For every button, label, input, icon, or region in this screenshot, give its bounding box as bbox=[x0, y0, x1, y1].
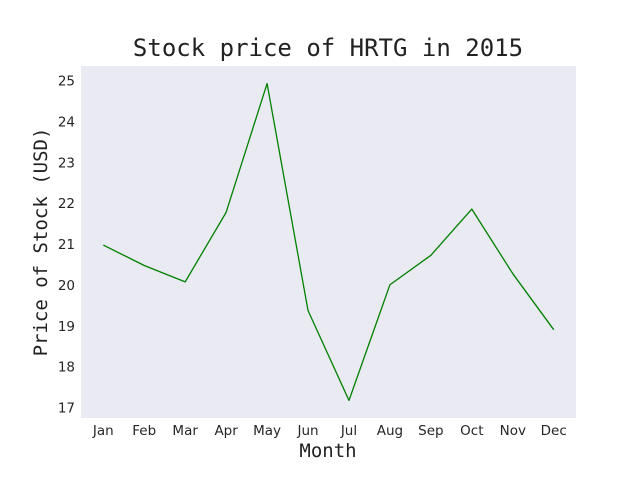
x-tick-label: Sep bbox=[418, 423, 443, 439]
x-tick-label: Apr bbox=[214, 423, 238, 439]
x-tick-label: Feb bbox=[132, 423, 156, 439]
x-tick-label: May bbox=[253, 423, 281, 439]
y-tick-label: 24 bbox=[58, 114, 75, 130]
y-tick-label: 22 bbox=[58, 196, 75, 212]
x-tick-label: Aug bbox=[377, 423, 403, 439]
plot-area bbox=[81, 66, 576, 418]
chart-title: Stock price of HRTG in 2015 bbox=[132, 34, 524, 62]
y-axis-label: Price of Stock (USD) bbox=[30, 127, 52, 357]
x-tick-label: Oct bbox=[460, 423, 483, 439]
y-axis-ticks: 17 18 19 20 21 22 23 24 25 bbox=[58, 74, 75, 417]
x-tick-label: Mar bbox=[172, 423, 198, 439]
y-tick-label: 19 bbox=[58, 319, 75, 335]
x-tick-label: Jul bbox=[340, 423, 357, 439]
y-tick-label: 17 bbox=[58, 401, 75, 417]
x-tick-label: Jun bbox=[296, 423, 318, 439]
x-axis-ticks: Jan Feb Mar Apr May Jun Jul Aug Sep Oct Nov Dec bbox=[92, 423, 567, 439]
y-tick-label: 21 bbox=[58, 237, 75, 253]
y-tick-label: 20 bbox=[58, 278, 75, 294]
x-tick-label: Nov bbox=[500, 423, 526, 439]
x-tick-label: Jan bbox=[92, 423, 114, 439]
series-line bbox=[102, 82, 555, 402]
y-tick-label: 18 bbox=[58, 360, 75, 376]
x-axis-label: Month bbox=[299, 440, 357, 462]
y-tick-label: 25 bbox=[58, 74, 75, 90]
x-tick-label: Dec bbox=[541, 423, 567, 439]
y-tick-label: 23 bbox=[58, 155, 75, 171]
series-layer bbox=[102, 82, 555, 402]
